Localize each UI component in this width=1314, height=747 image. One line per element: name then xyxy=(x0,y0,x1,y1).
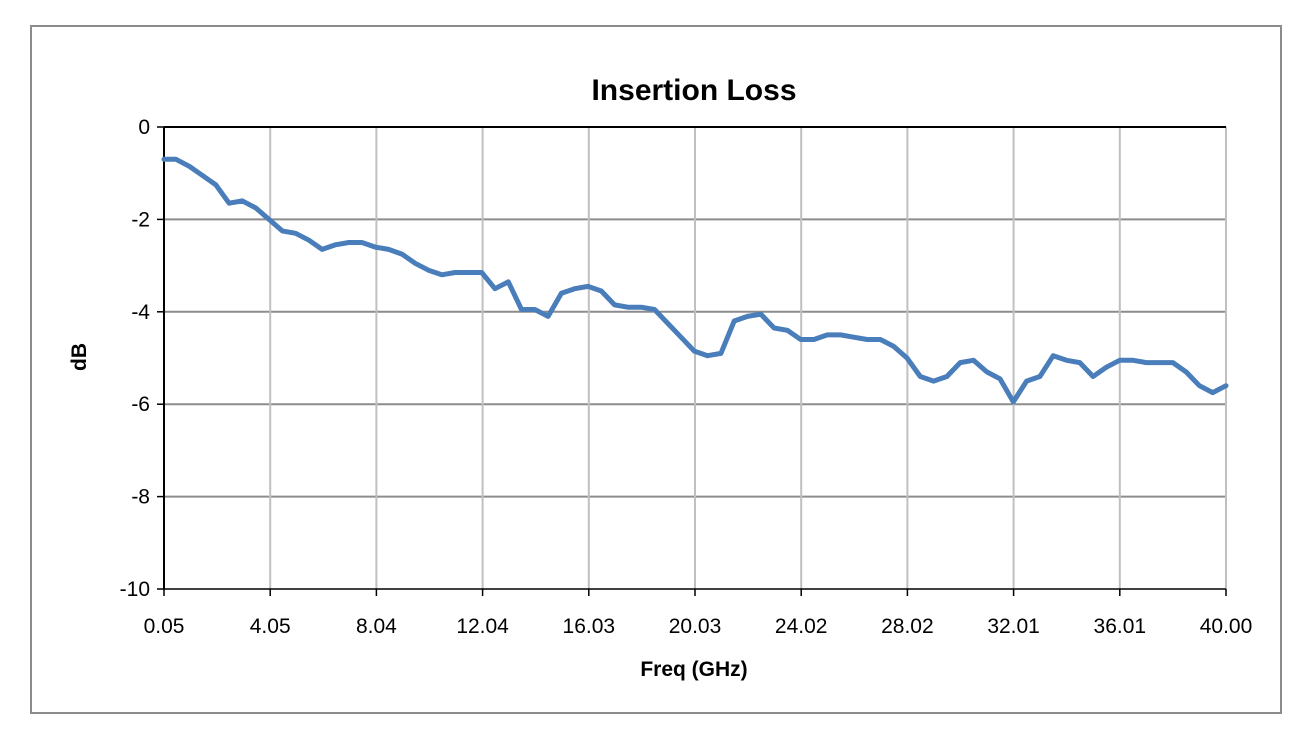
x-tick-label: 16.03 xyxy=(563,615,616,638)
y-tick-label: -6 xyxy=(131,393,150,416)
y-tick-label: -10 xyxy=(120,578,150,601)
chart-title: Insertion Loss xyxy=(591,74,796,107)
x-tick-label: 28.02 xyxy=(881,615,934,638)
y-tick-label: -8 xyxy=(131,486,150,509)
x-tick-label: 0.05 xyxy=(144,615,185,638)
x-tick-label: 8.04 xyxy=(356,615,397,638)
x-axis-label: Freq (GHz) xyxy=(640,658,747,681)
insertion-loss-line xyxy=(161,156,1229,405)
series-lines xyxy=(161,156,1229,405)
x-tick-label: 40.00 xyxy=(1200,615,1253,638)
y-tick-label: 0 xyxy=(138,116,150,139)
x-tick-label: 32.01 xyxy=(987,615,1040,638)
x-tick-label: 24.02 xyxy=(775,615,828,638)
y-tick-labels: 0 -2 -4 -6 -8 -10 xyxy=(120,116,151,601)
x-tick-label: 4.05 xyxy=(250,615,291,638)
y-tick-label: -2 xyxy=(131,208,150,231)
x-tick-labels: 0.05 4.05 8.04 12.04 16.03 20.03 24.02 28.02 32.… xyxy=(144,615,1253,638)
grid-lines xyxy=(164,127,1227,589)
y-tick-label: -4 xyxy=(131,301,150,324)
y-axis-label: dB xyxy=(68,343,91,371)
x-tick-label: 36.01 xyxy=(1094,615,1147,638)
axes xyxy=(157,126,1227,596)
chart-frame xyxy=(30,25,1282,714)
x-tick-label: 20.03 xyxy=(669,615,722,638)
x-tick-label: 12.04 xyxy=(456,615,509,638)
